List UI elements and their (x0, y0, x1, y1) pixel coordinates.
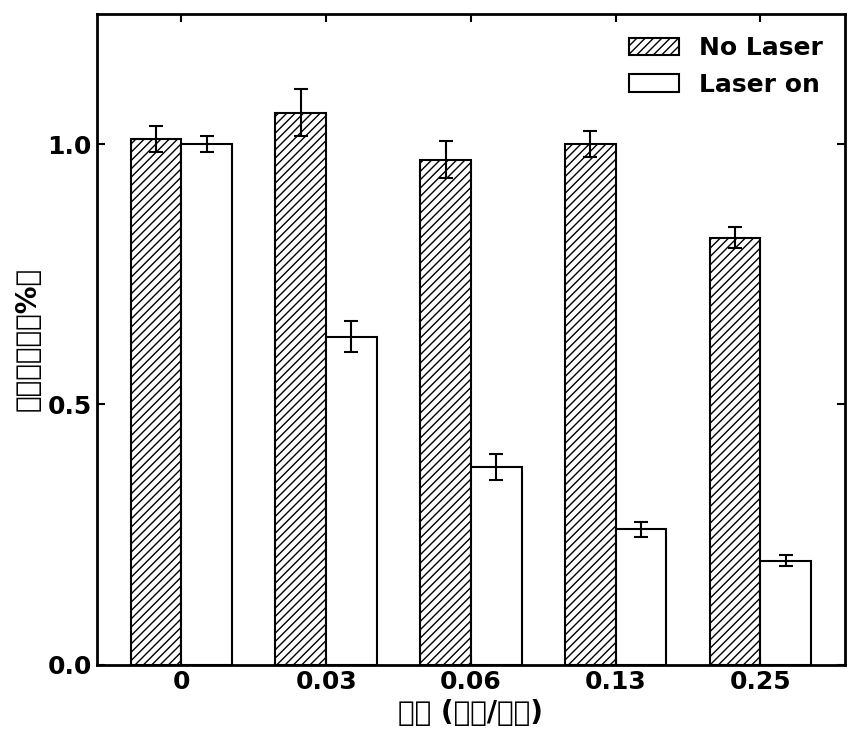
Bar (326, 336, 377, 665)
Bar (710, 238, 760, 665)
Bar (565, 144, 616, 665)
Bar (471, 467, 521, 665)
X-axis label: 浓度 (毫克/毫升): 浓度 (毫克/毫升) (399, 699, 544, 727)
Bar (616, 529, 667, 665)
Bar (420, 159, 471, 665)
Y-axis label: 细胞存活率（%）: 细胞存活率（%） (14, 268, 42, 411)
Bar (181, 144, 232, 665)
Bar (276, 113, 326, 665)
Bar (760, 560, 811, 665)
Bar (131, 139, 181, 665)
Legend: No Laser, Laser on: No Laser, Laser on (618, 27, 832, 107)
